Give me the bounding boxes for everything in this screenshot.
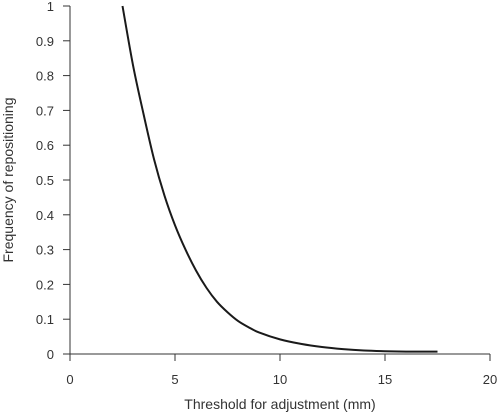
y-tick-label: 0.7 — [36, 103, 54, 118]
y-tick-label: 1 — [47, 0, 54, 14]
y-tick-label: 0.4 — [36, 208, 54, 223]
y-tick-label: 0.5 — [36, 173, 54, 188]
y-tick-label: 0 — [47, 347, 54, 362]
y-tick-label: 0.6 — [36, 138, 54, 153]
x-tick-label: 15 — [378, 372, 392, 387]
series-line — [121, 5, 438, 353]
x-axis-label: Threshold for adjustment (mm) — [184, 396, 375, 412]
y-ticks: 0 0.1 0.2 0.3 0.4 0.5 0.6 0.7 0.8 0.9 1 — [36, 0, 70, 362]
x-tick-label: 20 — [483, 372, 497, 387]
x-ticks: 0 5 10 15 20 — [66, 354, 497, 387]
x-tick-label: 5 — [171, 372, 178, 387]
y-axis-label: Frequency of repositioning — [0, 98, 16, 263]
x-tick-label: 0 — [66, 372, 73, 387]
x-tick-label: 10 — [273, 372, 287, 387]
axes — [69, 6, 490, 355]
y-tick-label: 0.2 — [36, 277, 54, 292]
series-layer — [121, 5, 438, 353]
y-tick-label: 0.8 — [36, 69, 54, 84]
y-tick-label: 0.1 — [36, 312, 54, 327]
y-tick-label: 0.9 — [36, 34, 54, 49]
y-tick-label: 0.3 — [36, 243, 54, 258]
